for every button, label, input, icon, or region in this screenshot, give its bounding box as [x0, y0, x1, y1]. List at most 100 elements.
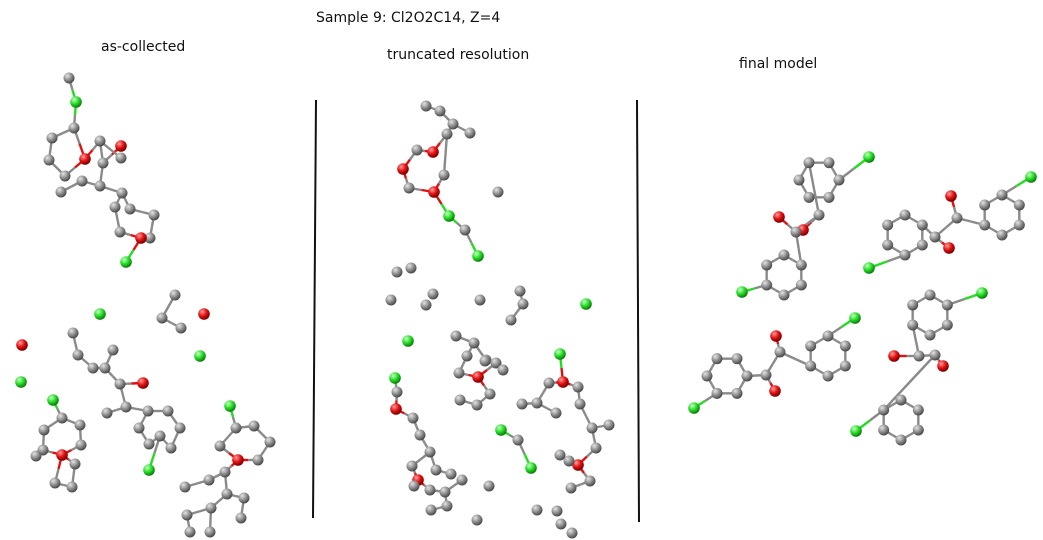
atom-c: [979, 219, 991, 231]
atom-cl: [472, 250, 484, 262]
atom-c: [154, 430, 166, 442]
atom-c: [731, 353, 743, 365]
atom-c: [760, 369, 772, 381]
atom-c: [114, 378, 126, 390]
atom-c: [405, 262, 417, 274]
atom-c: [839, 340, 851, 352]
atom-c: [895, 394, 907, 406]
atom-c: [550, 407, 562, 419]
atom-c: [156, 312, 168, 324]
atom-c: [63, 72, 75, 84]
atom-cl: [554, 348, 566, 360]
atom-cl: [688, 402, 700, 414]
atom-c: [203, 474, 215, 486]
atom-o: [390, 403, 402, 415]
atom-c: [795, 259, 807, 271]
atom-o: [79, 153, 91, 165]
atom-c: [490, 357, 502, 369]
atom-o: [937, 360, 949, 372]
atom-o: [198, 308, 210, 320]
atom-c: [450, 330, 462, 342]
atom-c: [555, 518, 567, 530]
atom-c: [484, 388, 496, 400]
atom-c: [551, 505, 563, 517]
atom-c: [803, 157, 815, 169]
atom-c: [411, 144, 423, 156]
atom-c: [420, 299, 432, 311]
atom-c: [822, 330, 834, 342]
atom-c: [584, 475, 596, 487]
atom-cl: [736, 286, 748, 298]
atom-c: [445, 468, 457, 480]
atom-cl: [120, 256, 132, 268]
atom-c: [996, 189, 1008, 201]
atom-c: [94, 180, 106, 192]
atom-c: [805, 340, 817, 352]
atom-c: [711, 353, 723, 365]
atom-c: [391, 266, 403, 278]
atom-c: [115, 152, 127, 164]
atom-c: [133, 422, 145, 434]
atom-c: [531, 397, 543, 409]
atom-cl: [143, 464, 155, 476]
atom-c: [543, 377, 555, 389]
atom-c: [492, 186, 504, 198]
atom-cl: [495, 424, 507, 436]
atom-cl: [863, 151, 875, 163]
atom-o: [888, 350, 900, 362]
atom-c: [116, 187, 128, 199]
atom-c: [162, 405, 174, 417]
atom-c: [951, 212, 963, 224]
atom-c: [230, 422, 242, 434]
atom-c: [214, 440, 226, 452]
atom-c: [913, 350, 925, 362]
atom-c: [248, 420, 260, 432]
atom-c: [924, 289, 936, 301]
bond: [882, 381, 911, 411]
atom-o: [770, 330, 782, 342]
atom-cl: [580, 298, 592, 310]
atom-cl: [976, 287, 988, 299]
atom-c: [895, 434, 907, 446]
atom-cl: [525, 462, 537, 474]
atom-cl: [849, 312, 861, 324]
atom-c: [87, 362, 99, 374]
atom-c: [929, 231, 941, 243]
atom-c: [101, 407, 113, 419]
atom-c: [563, 455, 575, 467]
atom-o: [472, 371, 484, 383]
atom-c: [30, 450, 42, 462]
atom-c: [439, 486, 451, 498]
atom-c: [761, 279, 773, 291]
atom-c: [434, 105, 446, 117]
atom-o: [428, 186, 440, 198]
atom-c: [461, 350, 473, 362]
atom-c: [929, 349, 941, 361]
atom-c: [264, 436, 276, 448]
atom-c: [996, 229, 1008, 241]
atom-c: [912, 404, 924, 416]
atom-o: [943, 242, 955, 254]
panel-label-as-collected: as-collected: [101, 39, 186, 55]
atom-c: [459, 224, 471, 236]
atom-c: [414, 429, 426, 441]
atom-o: [232, 454, 244, 466]
atom-c: [878, 424, 890, 436]
atom-c: [407, 412, 419, 424]
atom-c: [554, 449, 566, 461]
atom-c: [822, 370, 834, 382]
atom-c: [406, 460, 418, 472]
atom-o: [773, 211, 785, 223]
atom-cl: [47, 394, 59, 406]
figure-title: Sample 9: Cl2O2C14, Z=4: [316, 10, 501, 26]
atom-c: [474, 294, 486, 306]
atom-c: [899, 249, 911, 261]
atom-cl: [15, 376, 27, 388]
atom-c: [979, 199, 991, 211]
atom-o: [56, 449, 68, 461]
atom-c: [941, 299, 953, 311]
atom-cl: [389, 372, 401, 384]
atom-c: [793, 174, 805, 186]
bond: [908, 354, 936, 384]
